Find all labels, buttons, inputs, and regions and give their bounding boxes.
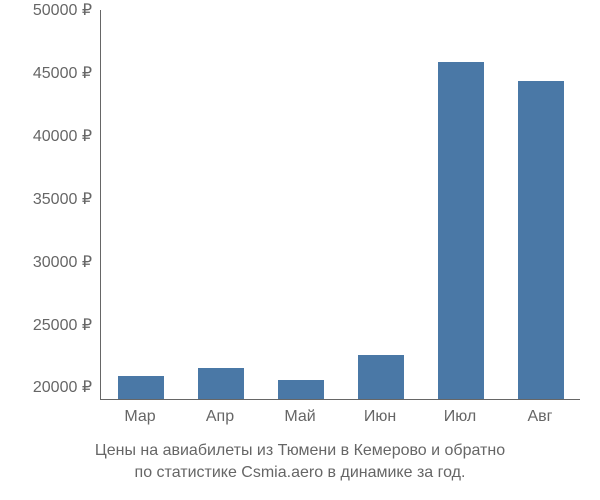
y-tick-label: 50000 ₽ bbox=[0, 0, 92, 20]
y-tick-label: 20000 ₽ bbox=[0, 377, 92, 397]
y-tick-label: 30000 ₽ bbox=[0, 252, 92, 272]
bar bbox=[438, 62, 484, 399]
plot-area bbox=[100, 10, 580, 400]
chart-caption: Цены на авиабилеты из Тюмени в Кемерово … bbox=[0, 440, 600, 483]
price-chart: 20000 ₽ 25000 ₽ 30000 ₽ 35000 ₽ 40000 ₽ 45000… bbox=[0, 0, 600, 500]
y-tick-label: 35000 ₽ bbox=[0, 189, 92, 209]
bar bbox=[278, 380, 324, 399]
x-tick-label: Авг bbox=[527, 408, 552, 426]
x-tick-label: Мар bbox=[124, 408, 155, 426]
bar bbox=[518, 81, 564, 399]
y-tick-label: 40000 ₽ bbox=[0, 126, 92, 146]
x-tick-label: Июл bbox=[444, 408, 476, 426]
x-axis-labels: Мар Апр Май Июн Июл Авг bbox=[100, 408, 580, 432]
x-tick-label: Апр bbox=[206, 408, 234, 426]
bar bbox=[198, 368, 244, 399]
bar bbox=[118, 376, 164, 399]
caption-line-1: Цены на авиабилеты из Тюмени в Кемерово … bbox=[0, 440, 600, 462]
y-tick-label: 25000 ₽ bbox=[0, 315, 92, 335]
caption-line-2: по статистике Csmia.aero в динамике за г… bbox=[0, 462, 600, 484]
y-tick-label: 45000 ₽ bbox=[0, 63, 92, 83]
x-tick-label: Май bbox=[284, 408, 315, 426]
y-axis: 20000 ₽ 25000 ₽ 30000 ₽ 35000 ₽ 40000 ₽ 45000… bbox=[0, 10, 92, 400]
x-tick-label: Июн bbox=[364, 408, 396, 426]
bar bbox=[358, 355, 404, 399]
